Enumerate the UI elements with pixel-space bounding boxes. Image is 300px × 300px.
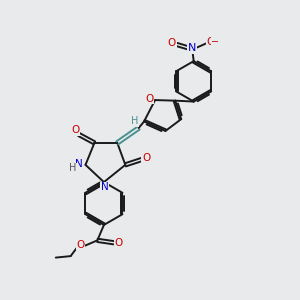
Text: O: O bbox=[71, 125, 79, 135]
Text: O: O bbox=[168, 38, 176, 48]
Text: H: H bbox=[69, 164, 76, 173]
Text: N: N bbox=[188, 43, 196, 53]
Text: O: O bbox=[114, 238, 123, 248]
Text: N: N bbox=[101, 182, 109, 193]
Text: O: O bbox=[146, 94, 154, 104]
Text: O: O bbox=[76, 239, 85, 250]
Text: O: O bbox=[206, 37, 215, 46]
Text: −: − bbox=[211, 37, 220, 46]
Text: N: N bbox=[75, 159, 83, 169]
Text: O: O bbox=[142, 153, 150, 163]
Text: H: H bbox=[131, 116, 139, 127]
